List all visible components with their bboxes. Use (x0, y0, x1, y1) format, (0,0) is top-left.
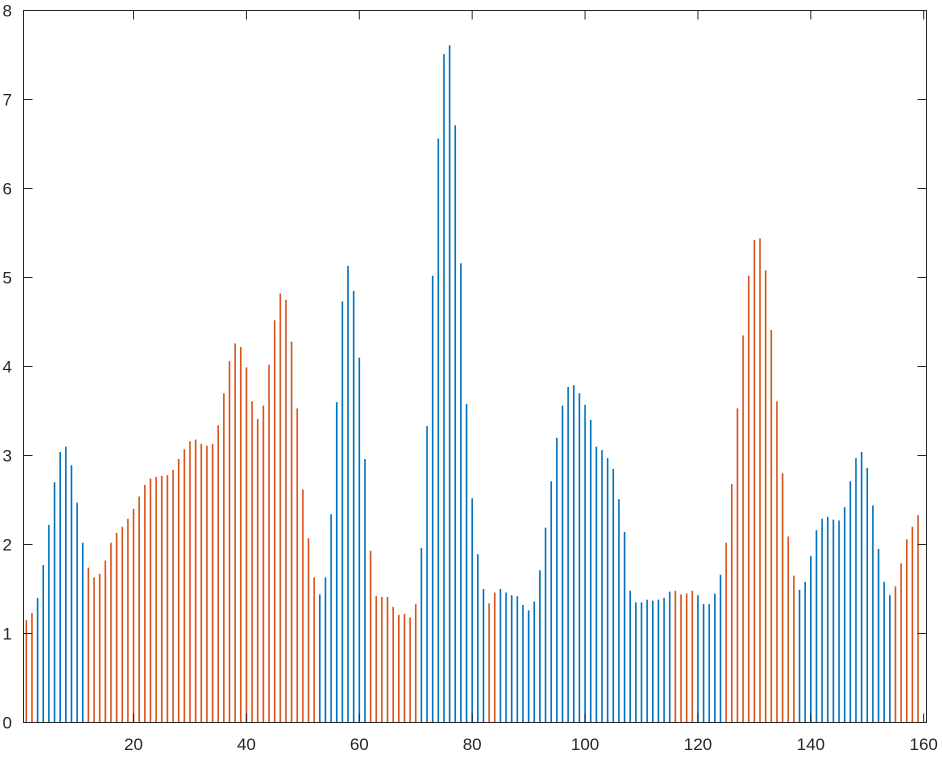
y-tick-label-0: 0 (3, 714, 12, 733)
y-tick-label-3: 3 (3, 447, 12, 466)
ticks-layer (23, 10, 927, 723)
x-tick-label-100: 100 (571, 735, 599, 754)
y-tick-label-8: 8 (3, 2, 12, 21)
axes-box (23, 10, 927, 723)
x-tick-label-80: 80 (463, 735, 482, 754)
x-tick-label-60: 60 (350, 735, 369, 754)
y-tick-label-7: 7 (3, 91, 12, 110)
y-tick-label-6: 6 (3, 180, 12, 199)
y-tick-label-1: 1 (3, 625, 12, 644)
bars-layer (25, 45, 919, 723)
x-tick-label-20: 20 (124, 735, 143, 754)
y-tick-label-2: 2 (3, 536, 12, 555)
x-tick-label-120: 120 (684, 735, 712, 754)
y-tick-label-4: 4 (3, 358, 12, 377)
x-tick-label-40: 40 (237, 735, 256, 754)
x-tick-label-140: 140 (797, 735, 825, 754)
tick-labels-layer: 20 40 60 80 100 120 140 160 0 1 2 3 4 5 6 7 8 (3, 2, 938, 755)
x-tick-label-160: 160 (909, 735, 937, 754)
y-tick-label-5: 5 (3, 269, 12, 288)
